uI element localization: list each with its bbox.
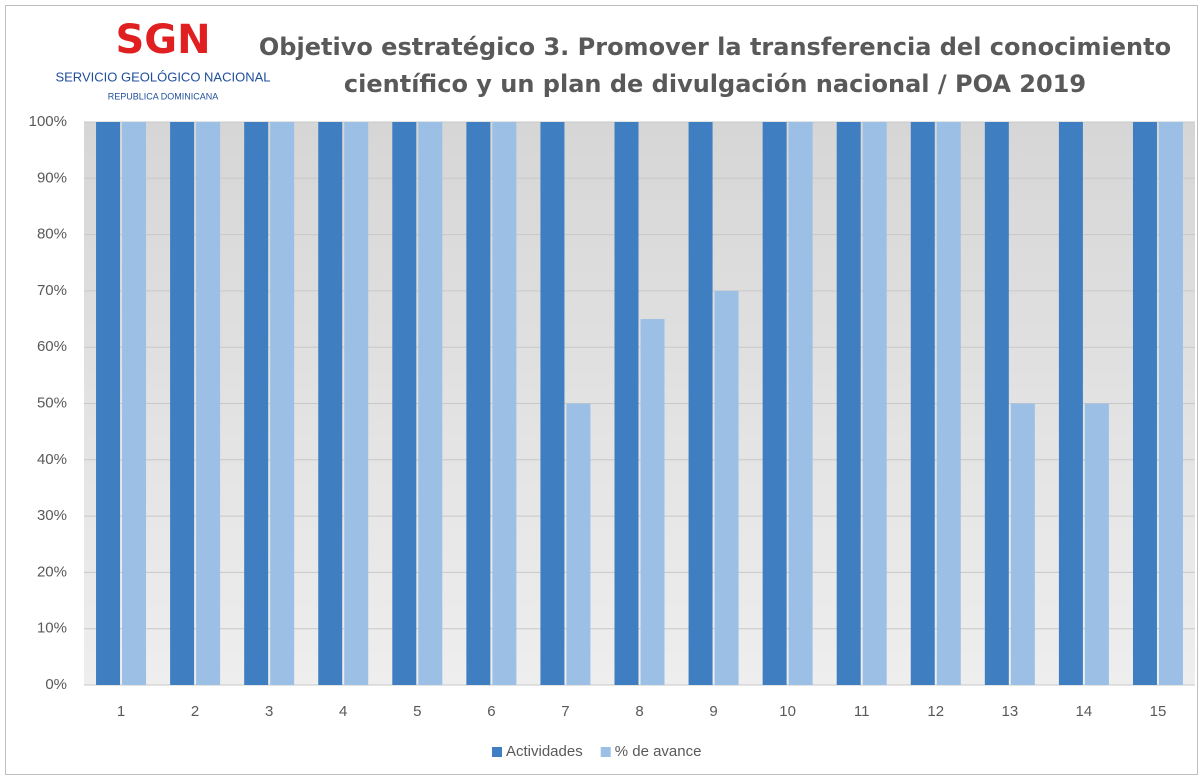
bar bbox=[1058, 122, 1083, 685]
bar bbox=[96, 122, 121, 685]
y-tick-label: 90% bbox=[37, 169, 67, 186]
x-tick-label: 8 bbox=[635, 703, 643, 720]
bar bbox=[762, 122, 787, 685]
bar bbox=[640, 319, 665, 685]
bar bbox=[318, 122, 343, 685]
x-tick-label: 11 bbox=[854, 703, 870, 720]
x-tick-label: 10 bbox=[779, 703, 796, 720]
legend-swatch bbox=[492, 747, 502, 757]
x-tick-label: 6 bbox=[487, 703, 495, 720]
bar bbox=[122, 122, 147, 685]
x-tick-label: 4 bbox=[339, 703, 347, 720]
bar bbox=[1158, 122, 1183, 685]
y-tick-label: 40% bbox=[37, 451, 67, 468]
y-tick-label: 0% bbox=[45, 676, 67, 693]
logo: SGN SERVICIO GEOLÓGICO NACIONAL REPUBLIC… bbox=[55, 17, 270, 101]
bar bbox=[984, 122, 1009, 685]
y-tick-label: 100% bbox=[29, 113, 67, 130]
logo-country: REPUBLICA DOMINICANA bbox=[108, 91, 219, 101]
bar bbox=[392, 122, 417, 685]
y-tick-label: 60% bbox=[37, 338, 67, 355]
bar bbox=[466, 122, 491, 685]
chart-title: Objetivo estratégico 3. Promover la tran… bbox=[259, 33, 1171, 61]
legend-swatch bbox=[600, 747, 611, 757]
bar bbox=[492, 122, 517, 685]
bar bbox=[836, 122, 861, 685]
bar bbox=[566, 403, 591, 685]
chart-title: científico y un plan de divulgación naci… bbox=[344, 70, 1086, 98]
x-tick-label: 3 bbox=[265, 703, 273, 720]
y-tick-label: 80% bbox=[37, 226, 67, 243]
bar bbox=[862, 122, 887, 685]
y-tick-label: 10% bbox=[37, 620, 67, 637]
bar bbox=[170, 122, 195, 685]
bar bbox=[936, 122, 961, 685]
bar bbox=[344, 122, 369, 685]
x-tick-label: 2 bbox=[191, 703, 199, 720]
bar bbox=[270, 122, 295, 685]
logo-mark: SGN bbox=[115, 17, 210, 63]
x-tick-label: 9 bbox=[709, 703, 717, 720]
bar bbox=[196, 122, 221, 685]
logo-name: SERVICIO GEOLÓGICO NACIONAL bbox=[55, 69, 270, 84]
bar bbox=[418, 122, 443, 685]
x-tick-label: 5 bbox=[413, 703, 421, 720]
bar bbox=[910, 122, 935, 685]
y-tick-label: 70% bbox=[37, 282, 67, 299]
bar bbox=[244, 122, 269, 685]
y-tick-label: 20% bbox=[37, 563, 67, 580]
bar bbox=[688, 122, 713, 685]
x-tick-label: 7 bbox=[561, 703, 569, 720]
y-tick-label: 50% bbox=[37, 394, 67, 411]
bar bbox=[540, 122, 565, 685]
bar bbox=[788, 122, 813, 685]
x-tick-label: 12 bbox=[927, 703, 944, 720]
bar bbox=[614, 122, 639, 685]
bar bbox=[1132, 122, 1157, 685]
legend-label: Actividades bbox=[506, 743, 583, 760]
x-tick-label: 13 bbox=[1001, 703, 1018, 720]
legend-label: % de avance bbox=[615, 743, 702, 760]
x-tick-label: 1 bbox=[117, 703, 125, 720]
y-tick-label: 30% bbox=[37, 507, 67, 524]
bar bbox=[714, 290, 739, 685]
bar bbox=[1084, 403, 1109, 685]
bar bbox=[1010, 403, 1035, 685]
x-tick-label: 14 bbox=[1076, 703, 1093, 720]
x-tick-label: 15 bbox=[1150, 703, 1167, 720]
